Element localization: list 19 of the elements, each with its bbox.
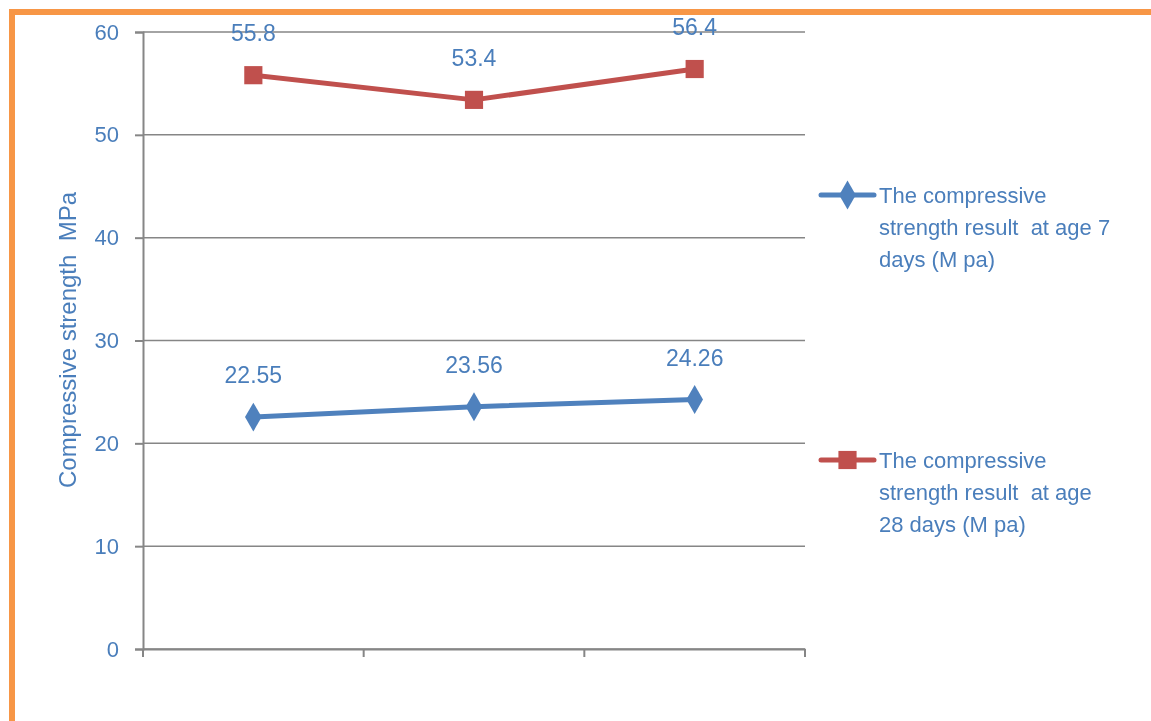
data-label: 56.4 xyxy=(672,14,718,41)
data-label: 23.56 xyxy=(445,351,503,378)
y-tick-label: 30 xyxy=(94,328,119,354)
data-label: 55.8 xyxy=(230,20,276,47)
y-tick-label: 50 xyxy=(94,122,119,148)
legend-label: The compressive strength result at age 7 days (M pa) xyxy=(879,183,1111,272)
point xyxy=(685,59,704,79)
data-label: 22.55 xyxy=(224,362,283,389)
data-label: 53.4 xyxy=(451,44,497,71)
y-axis-title: Compressive strength MPa xyxy=(54,191,81,489)
y-tick-label: 20 xyxy=(94,430,119,456)
y-tick-label: 0 xyxy=(106,636,119,662)
y-tick-label: 40 xyxy=(94,225,119,251)
y-tick-label: 60 xyxy=(94,19,119,45)
point xyxy=(244,66,263,85)
data-label: 24.26 xyxy=(665,344,724,371)
point xyxy=(464,90,484,109)
legend-label: The compressive strength result at age 28 days (M pa) xyxy=(879,448,1092,537)
y-tick-label: 10 xyxy=(94,533,119,559)
